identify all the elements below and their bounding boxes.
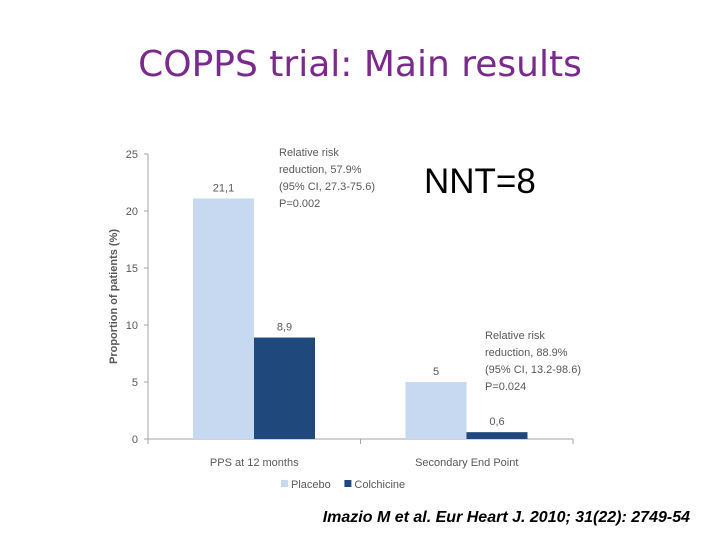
- y-tick-label: 25: [126, 149, 138, 161]
- annotation-text: (95% CI, 13.2-98.6): [485, 364, 581, 376]
- y-tick-label: 15: [126, 263, 138, 275]
- annotation-text: reduction, 88.9%: [485, 347, 568, 359]
- annotation-text: (95% CI, 27.3-75.6): [279, 181, 375, 193]
- data-label: 21,1: [213, 182, 234, 194]
- nnt-label: NNT=8: [424, 162, 536, 201]
- x-category-label: Secondary End Point: [415, 457, 518, 469]
- data-label: 5: [433, 366, 439, 378]
- slide-title: COPPS trial: Main results: [138, 44, 582, 85]
- y-tick-label: 5: [132, 377, 138, 389]
- annotation-text: Relative risk: [485, 330, 545, 342]
- annotation-text: P=0.002: [279, 198, 320, 210]
- annotation-text: Relative risk: [279, 147, 339, 159]
- legend-swatch-placebo: [281, 480, 288, 487]
- data-label: 0,6: [489, 416, 504, 428]
- y-tick-label: 20: [126, 206, 138, 218]
- y-tick-label: 10: [126, 320, 138, 332]
- y-axis-title: Proportion of patients (%): [108, 229, 120, 364]
- annotation-text: reduction, 57.9%: [279, 164, 362, 176]
- bar-colchicine: [466, 432, 528, 439]
- legend-swatch-colchicine: [344, 480, 352, 487]
- bar-placebo: [405, 382, 467, 439]
- bar-placebo: [193, 198, 254, 439]
- legend-label-placebo: Placebo: [291, 479, 331, 491]
- y-tick-label: 0: [132, 434, 138, 446]
- legend-label-colchicine: Colchicine: [354, 479, 405, 491]
- bar-colchicine: [254, 337, 315, 439]
- citation: Imazio M et al. Eur Heart J. 2010; 31(22…: [322, 509, 690, 526]
- data-label: 8,9: [277, 322, 292, 334]
- annotation-text: P=0.024: [485, 381, 526, 393]
- x-category-label: PPS at 12 months: [210, 457, 299, 469]
